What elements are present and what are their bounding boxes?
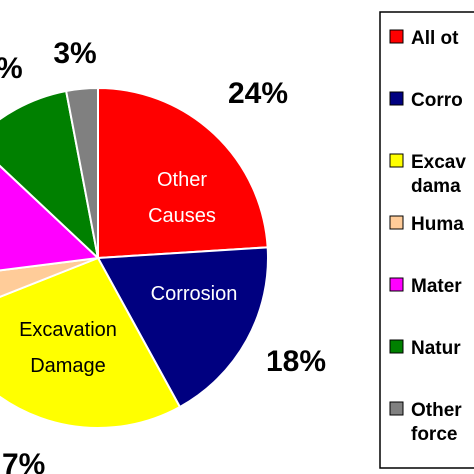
pct-label: 3% — [53, 37, 96, 70]
legend-swatch — [389, 91, 404, 106]
slice-label: Corrosion — [151, 283, 238, 305]
legend-items: All ot Corro Excav dama Huma Mater Natur Other f… — [389, 28, 466, 445]
pie-slice — [0, 256, 182, 429]
legend-item: Other force — [389, 400, 462, 445]
slice-label: Other Causes — [148, 169, 216, 227]
legend-swatch — [389, 29, 404, 44]
legend-item: Huma — [389, 214, 464, 235]
pct-label-fragment-left-bottom: 7% — [2, 448, 45, 474]
legend-label: All ot — [411, 28, 459, 49]
legend-item: Excav dama — [389, 152, 466, 197]
legend-swatch — [389, 153, 404, 168]
pie-slice — [97, 86, 269, 260]
legend-label: Huma — [411, 214, 464, 235]
legend: All ot Corro Excav dama Huma Mater Natur Other f… — [379, 11, 474, 469]
pie-slice — [0, 164, 101, 272]
legend-swatch — [389, 339, 404, 354]
pie-percent-labels: 24% 18% 3% — [53, 37, 326, 378]
legend-label: dama — [411, 176, 461, 197]
legend-label: force — [411, 424, 457, 445]
pie-slices — [0, 86, 269, 429]
slice-label: Excavation Damage — [19, 319, 117, 377]
pie-slice — [96, 246, 269, 409]
pie-slice-labels: Other Causes Corrosion Excavation Damage — [19, 169, 237, 377]
pct-label: 24% — [228, 77, 288, 110]
legend-label: Excav — [411, 152, 466, 173]
legend-label: Other — [411, 400, 462, 421]
legend-item: Mater — [389, 276, 462, 297]
legend-swatch — [389, 277, 404, 292]
legend-label: Mater — [411, 276, 462, 297]
legend-label: Corro — [411, 90, 463, 111]
legend-item: Corro — [389, 90, 463, 111]
pct-label-fragment-left-top: % — [0, 52, 23, 85]
legend-swatch — [389, 215, 404, 230]
legend-box — [379, 11, 474, 469]
legend-item: Natur — [389, 338, 461, 359]
legend-label: Natur — [411, 338, 461, 359]
legend-swatch — [389, 401, 404, 416]
pie-slice — [64, 86, 99, 259]
pct-label: 18% — [266, 345, 326, 378]
legend-item: All ot — [389, 28, 459, 49]
